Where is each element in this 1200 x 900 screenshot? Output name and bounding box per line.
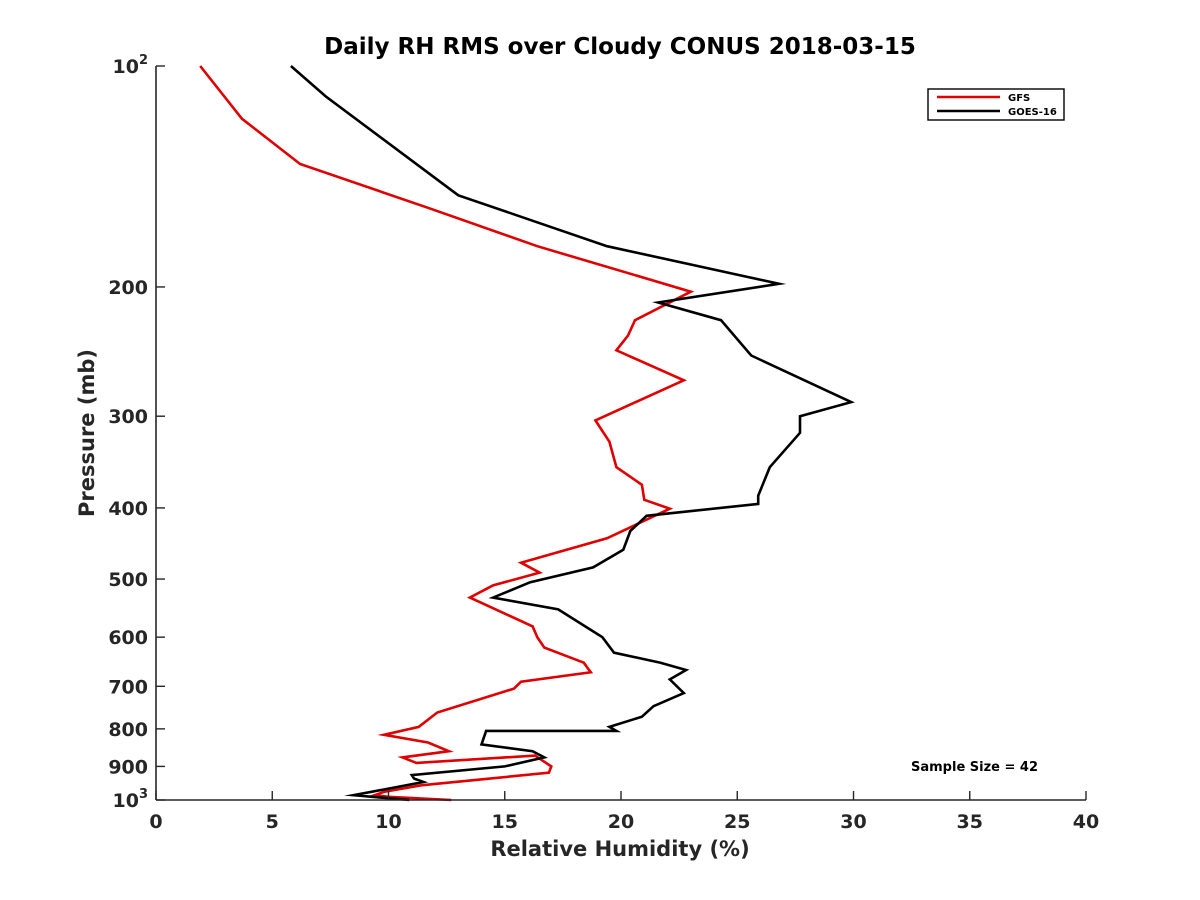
legend-items: GFS GOES-16 (937, 93, 1057, 118)
y-tick-exponent: 2 (139, 53, 148, 68)
y-tick-label: 700 (108, 676, 148, 698)
y-tick-label: 800 (108, 719, 148, 741)
y-tick-base: 10 (113, 790, 139, 812)
chart-title: Daily RH RMS over Cloudy CONUS 2018-03-1… (324, 34, 916, 60)
y-tick-base: 10 (113, 56, 139, 78)
x-tick-label: 15 (492, 811, 518, 833)
legend: GFS GOES-16 (927, 88, 1065, 121)
legend-box (927, 88, 1065, 121)
x-tick-label: 25 (724, 811, 750, 833)
y-axis-label: Pressure (mb) (75, 349, 99, 517)
y-tick-label: 102 (113, 53, 149, 78)
sample-size-annotation: Sample Size = 42 (911, 760, 1038, 775)
y-tick-label: 900 (108, 756, 148, 778)
y-tick-base: 300 (108, 406, 148, 428)
series-layer (199, 65, 855, 802)
y-tick-base: 700 (108, 676, 148, 698)
x-tick-label: 40 (1073, 811, 1099, 833)
y-tick-label: 300 (108, 406, 148, 428)
y-tick-base: 200 (108, 277, 148, 299)
y-tick-base: 400 (108, 498, 148, 520)
y-tick-base: 800 (108, 719, 148, 741)
y-tick-base: 600 (108, 627, 148, 649)
y-tick-label: 200 (108, 277, 148, 299)
y-tick-base: 900 (108, 756, 148, 778)
x-axis-label: Relative Humidity (%) (490, 837, 749, 861)
y-tick-label: 103 (113, 787, 149, 812)
y-tick-label: 500 (108, 569, 148, 591)
x-tick-label: 30 (840, 811, 866, 833)
y-tick-label: 400 (108, 498, 148, 520)
legend-label: GFS (1008, 93, 1030, 104)
x-tick-label: 0 (149, 811, 162, 833)
y-tick-exponent: 3 (139, 787, 148, 802)
series-line-gfs (199, 65, 695, 802)
series-line-goes-16 (290, 65, 855, 802)
plot-area: 0 5 10 15 20 25 30 35 40 10220030040050060070080… (108, 53, 1099, 833)
legend-label: GOES-16 (1008, 107, 1057, 118)
x-ticks: 0 5 10 15 20 25 30 35 40 (149, 791, 1099, 833)
y-tick-base: 500 (108, 569, 148, 591)
x-tick-label: 10 (375, 811, 401, 833)
x-tick-label: 35 (957, 811, 983, 833)
x-tick-label: 20 (608, 811, 634, 833)
y-tick-label: 600 (108, 627, 148, 649)
x-tick-label: 5 (266, 811, 279, 833)
